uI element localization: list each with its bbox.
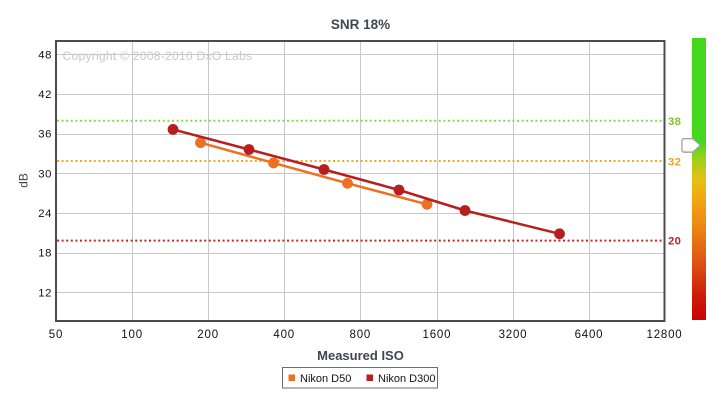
svg-text:Nikon D50: Nikon D50 xyxy=(300,373,351,385)
svg-text:1600: 1600 xyxy=(423,329,452,341)
svg-text:Nikon D300: Nikon D300 xyxy=(378,373,435,385)
svg-text:36: 36 xyxy=(38,129,52,141)
svg-text:Copyright © 2008-2010 DxO Labs: Copyright © 2008-2010 DxO Labs xyxy=(63,49,253,63)
svg-text:100: 100 xyxy=(121,329,143,341)
svg-text:20: 20 xyxy=(668,236,681,248)
svg-text:32: 32 xyxy=(668,157,681,169)
svg-text:30: 30 xyxy=(38,168,52,180)
svg-text:3200: 3200 xyxy=(499,329,528,341)
svg-text:200: 200 xyxy=(197,329,219,341)
svg-text:SNR 18%: SNR 18% xyxy=(331,17,390,32)
svg-text:400: 400 xyxy=(273,329,295,341)
svg-text:Measured ISO: Measured ISO xyxy=(317,348,404,363)
svg-text:48: 48 xyxy=(38,49,52,61)
svg-text:50: 50 xyxy=(49,329,63,341)
svg-text:18: 18 xyxy=(38,248,52,260)
svg-text:12800: 12800 xyxy=(647,329,683,341)
svg-text:38: 38 xyxy=(668,116,681,128)
svg-text:24: 24 xyxy=(38,208,52,220)
svg-text:dB: dB xyxy=(17,173,31,188)
svg-text:6400: 6400 xyxy=(575,329,604,341)
svg-text:800: 800 xyxy=(350,329,372,341)
svg-text:42: 42 xyxy=(38,89,52,101)
svg-text:12: 12 xyxy=(38,287,52,299)
